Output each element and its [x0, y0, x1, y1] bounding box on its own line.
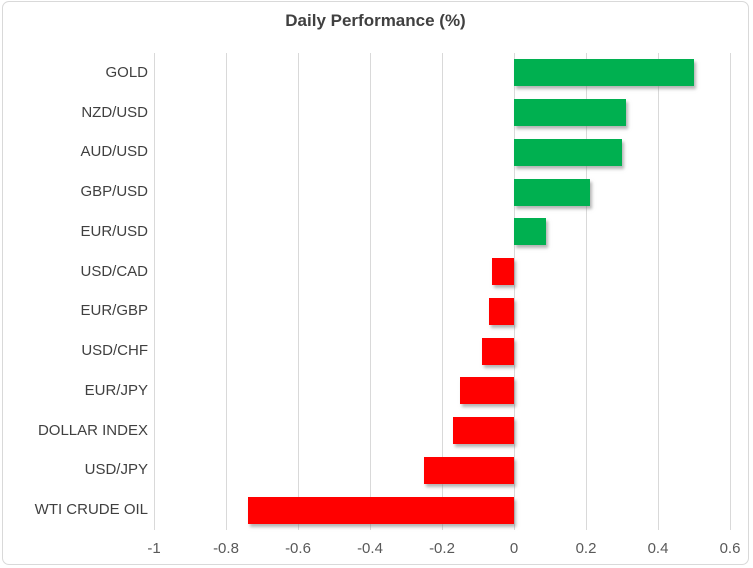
- gridline-0: [514, 53, 515, 530]
- bar-eur-jpy: [460, 377, 514, 404]
- bar-usd-jpy: [424, 457, 514, 484]
- bar-usd-cad: [492, 258, 514, 285]
- x-tick-label-0.4: 0.4: [647, 540, 669, 557]
- bar-nzd-usd: [514, 99, 626, 126]
- bar-usd-chf: [482, 338, 514, 365]
- gridline--0.2: [442, 53, 443, 530]
- category-label-gbp-usd: GBP/USD: [80, 183, 148, 200]
- category-label-gold: GOLD: [105, 64, 148, 81]
- x-tick-label-0: 0: [509, 540, 519, 557]
- gridline--0.8: [226, 53, 227, 530]
- category-label-usd-chf: USD/CHF: [81, 342, 148, 359]
- x-tick-label--0.4: -0.4: [357, 540, 383, 557]
- x-tick-label--1: -1: [147, 540, 161, 557]
- x-tick-label-0.6: 0.6: [719, 540, 741, 557]
- category-label-eur-gbp: EUR/GBP: [80, 302, 148, 319]
- gridline--0.4: [370, 53, 371, 530]
- category-label-eur-jpy: EUR/JPY: [84, 382, 148, 399]
- x-tick-label--0.6: -0.6: [285, 540, 311, 557]
- gridline-0.6: [730, 53, 731, 530]
- gridline--1: [154, 53, 155, 530]
- gridline-0.2: [586, 53, 587, 530]
- bar-aud-usd: [514, 139, 622, 166]
- plot-area: [154, 53, 731, 530]
- category-label-usd-cad: USD/CAD: [80, 263, 148, 280]
- category-label-eur-usd: EUR/USD: [80, 223, 148, 240]
- bar-dollar-index: [453, 417, 514, 444]
- bar-wti-crude-oil: [248, 497, 514, 524]
- x-tick-label--0.8: -0.8: [213, 540, 239, 557]
- category-label-aud-usd: AUD/USD: [80, 143, 148, 160]
- x-tick-label-0.2: 0.2: [575, 540, 597, 557]
- bar-eur-usd: [514, 218, 546, 245]
- gridline-0.4: [658, 53, 659, 530]
- gridline--0.6: [298, 53, 299, 530]
- bar-eur-gbp: [489, 298, 514, 325]
- x-tick-label--0.2: -0.2: [429, 540, 455, 557]
- category-label-nzd-usd: NZD/USD: [81, 104, 148, 121]
- chart-title: Daily Performance (%): [285, 11, 466, 30]
- category-label-wti-crude-oil: WTI CRUDE OIL: [34, 501, 148, 518]
- category-label-dollar-index: DOLLAR INDEX: [37, 422, 148, 439]
- bar-gbp-usd: [514, 179, 590, 206]
- category-label-usd-jpy: USD/JPY: [84, 461, 148, 478]
- bar-gold: [514, 59, 694, 86]
